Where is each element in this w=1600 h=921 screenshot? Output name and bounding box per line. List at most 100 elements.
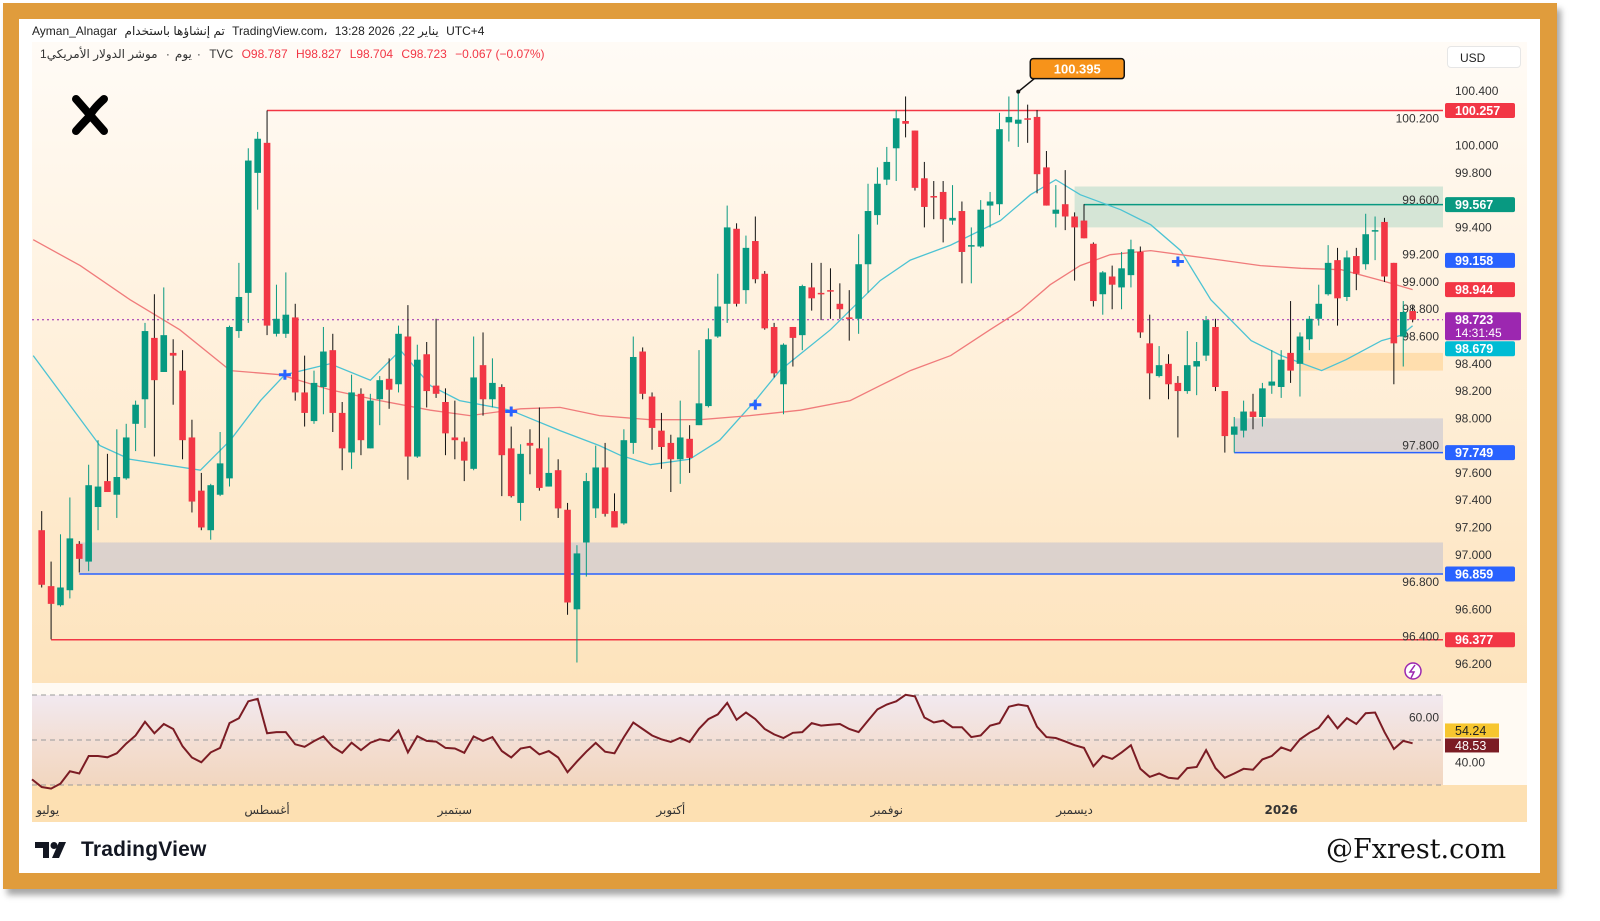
candle-body (808, 287, 815, 299)
candle-body (85, 485, 92, 562)
candle-body (113, 477, 121, 495)
alert-icon[interactable] (1404, 662, 1422, 680)
candle (592, 445, 600, 518)
candle-body (254, 138, 261, 173)
candle (198, 472, 205, 531)
candle (1024, 104, 1031, 143)
candle (432, 318, 440, 398)
candle (1240, 400, 1247, 438)
candle-body (1221, 391, 1229, 437)
callout-pointer (1017, 78, 1035, 93)
price-tag (1445, 197, 1515, 213)
candle (169, 339, 177, 405)
price-pane[interactable] (32, 42, 1527, 683)
candle (1061, 170, 1069, 231)
candle (282, 272, 290, 338)
candle-body (930, 196, 938, 198)
candle-body (216, 463, 224, 495)
candle (667, 434, 675, 493)
candle-body (385, 378, 393, 390)
candle (864, 183, 872, 293)
candle (1353, 247, 1360, 291)
symbol-legend[interactable]: 1يوم· موشر الدولار الأمريكي · TVC O98.787… (40, 47, 550, 61)
candle-body (479, 365, 487, 400)
candle-body (977, 209, 984, 247)
candle (817, 262, 825, 321)
candle (676, 400, 684, 484)
candle (357, 388, 365, 456)
candle (658, 412, 665, 469)
time-axis-label: ديسمبر (1055, 803, 1093, 818)
change-value: −0.067 (−0.07%) (455, 47, 545, 61)
candle (780, 343, 787, 415)
candle-body (94, 486, 102, 508)
candle (996, 112, 1003, 216)
price-axis-tick-label: 99.200 (1402, 248, 1439, 262)
candle-body (498, 386, 506, 456)
candle (254, 131, 261, 210)
candle (686, 425, 693, 473)
candle (310, 370, 318, 424)
candle-body (1005, 116, 1013, 123)
candle (798, 284, 806, 351)
candle-body (620, 440, 628, 524)
separator-dot: · (196, 47, 201, 61)
candle (958, 201, 966, 284)
candle (827, 268, 834, 319)
price-axis-tick-label: 99.600 (1402, 193, 1439, 207)
candle (113, 429, 121, 518)
candle-body (1240, 411, 1247, 431)
candle (301, 355, 308, 427)
snapshot-datetime: 13:28 2026 ,22 يناير (334, 24, 439, 38)
candle-body (1381, 221, 1388, 277)
candle (1202, 316, 1210, 362)
high-callout-box[interactable] (1029, 57, 1126, 80)
price-axis-tick-label: 96.800 (1402, 575, 1439, 589)
currency-button[interactable]: USD (1447, 46, 1521, 68)
zone-rectangle[interactable] (1299, 352, 1443, 371)
candle (921, 161, 928, 228)
candle (1249, 393, 1257, 430)
candle (479, 332, 487, 416)
zone-rectangle[interactable] (1234, 418, 1443, 453)
candle-body (845, 317, 853, 319)
price-axis-tick-label: 96.600 (1455, 602, 1492, 616)
author-name: Ayman_Alnagar (32, 24, 118, 38)
candle-body (507, 448, 515, 497)
price-axis-tick-label: 98.800 (1402, 302, 1439, 316)
candle (1071, 212, 1078, 281)
candle-body (526, 442, 534, 446)
candle (47, 561, 55, 640)
candle-body (883, 161, 891, 180)
candle (930, 181, 938, 220)
price-axis-tick-label: 97.000 (1455, 548, 1492, 562)
candle-body (1343, 257, 1351, 297)
price-axis-tick-label: 97.600 (1455, 466, 1492, 480)
candle (874, 167, 881, 225)
candle (564, 502, 571, 615)
candle-body (667, 442, 675, 460)
price-axis-tick-label: 98.000 (1455, 411, 1492, 425)
candle-body (864, 211, 872, 265)
candle (460, 437, 468, 482)
candle (1343, 250, 1351, 302)
candle-body (564, 509, 571, 603)
candle (1193, 341, 1200, 396)
candle-body (1390, 262, 1398, 344)
candle (1043, 151, 1050, 206)
price-axis-tick-label: 99.800 (1455, 166, 1492, 180)
cross-marker-icon (278, 369, 291, 380)
candle-body (66, 538, 74, 591)
time-axis-label: يوليو (35, 803, 59, 818)
candle (160, 287, 168, 372)
candle (226, 325, 233, 487)
candle (789, 326, 797, 367)
price-tag-value: 98.679 (1455, 342, 1493, 356)
time-axis[interactable] (32, 785, 1527, 822)
candle (1399, 301, 1407, 367)
candle-body (1324, 262, 1332, 295)
zone-rectangle[interactable] (1074, 186, 1443, 228)
candle-body (695, 403, 703, 426)
candle-body (1287, 352, 1294, 371)
zone-rectangle[interactable] (79, 542, 1443, 574)
